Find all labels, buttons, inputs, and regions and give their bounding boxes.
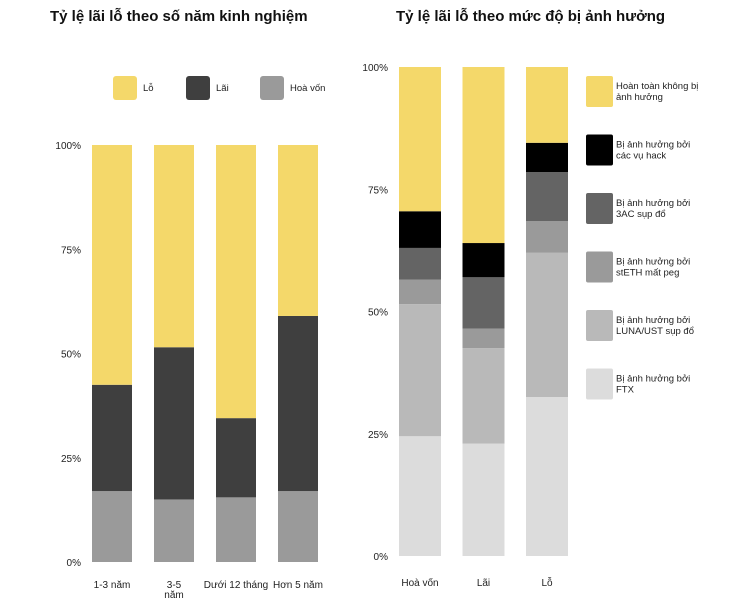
right-bar-segment — [399, 279, 441, 305]
left-bar-segment — [216, 418, 256, 498]
left-bar-segment — [278, 315, 318, 492]
right-legend-swatch — [586, 134, 613, 166]
right-bar-segment — [399, 247, 441, 280]
left-ytick-label: 50% — [61, 350, 81, 361]
right-legend-label: LUNA/UST sụp đổ — [616, 326, 694, 337]
right-category-label: Lãi — [477, 578, 490, 589]
right-legend-label: Bị ảnh hưởng bởi — [616, 140, 690, 151]
left-category-label: năm — [164, 590, 183, 601]
right-ytick-label: 0% — [374, 552, 389, 563]
left-ytick-label: 100% — [55, 141, 81, 152]
left-ytick-label: 75% — [61, 245, 81, 256]
right-legend-label: ảnh hưởng — [616, 92, 663, 103]
right-legend-label: các vụ hack — [616, 151, 666, 162]
right-legend-swatch — [586, 76, 613, 107]
right-legend-swatch — [586, 193, 613, 224]
right-bar-segment — [462, 348, 505, 444]
left-category-label: Dưới 12 tháng — [204, 580, 268, 591]
right-bar-segment — [462, 328, 505, 349]
right-legend-label: Hoàn toàn không bị — [616, 81, 698, 92]
right-ytick-label: 100% — [362, 63, 388, 74]
left-bar-segment — [278, 145, 318, 316]
right-legend-label: 3AC sụp đổ — [616, 209, 666, 220]
right-category-label: Hoà vốn — [401, 577, 438, 589]
right-legend-swatch — [586, 310, 613, 341]
left-bar-segment — [216, 497, 256, 562]
right-bar-segment — [526, 221, 568, 253]
left-bar-segment — [278, 491, 318, 562]
right-ytick-label: 25% — [368, 430, 388, 441]
left-legend-swatch — [260, 76, 284, 100]
left-bar-segment — [92, 384, 132, 492]
left-bar-segment — [154, 499, 194, 562]
left-legend-swatch — [113, 76, 137, 100]
right-bar-segment — [526, 252, 568, 398]
right-bar-segment — [526, 67, 568, 143]
right-bar-segment — [526, 397, 568, 556]
right-legend-swatch — [586, 251, 613, 283]
right-bar-segment — [399, 67, 441, 212]
right-bar-segment — [526, 142, 568, 173]
right-legend-label: Bị ảnh hưởng bởi — [616, 374, 690, 385]
left-category-label: Hơn 5 năm — [273, 580, 323, 591]
right-bar-segment — [399, 304, 441, 437]
right-bar-segment — [399, 436, 441, 556]
right-bar-segment — [462, 443, 505, 556]
left-legend-label: Lãi — [216, 83, 229, 94]
right-legend-label: Bị ảnh hưởng bởi — [616, 257, 690, 268]
right-legend-label: FTX — [616, 385, 635, 396]
left-legend-label: Lỗ — [143, 83, 154, 94]
left-bar-segment — [92, 145, 132, 385]
right-legend-label: Bị ảnh hưởng bởi — [616, 198, 690, 209]
left-legend-swatch — [186, 76, 210, 100]
right-ytick-label: 75% — [368, 185, 388, 196]
right-bar-segment — [399, 211, 441, 248]
left-category-label: 3-5 — [167, 580, 182, 591]
right-legend-label: Bị ảnh hưởng bởi — [616, 315, 690, 326]
right-category-label: Lỗ — [541, 576, 553, 589]
left-bar-segment — [216, 145, 256, 419]
right-legend-swatch — [586, 368, 613, 400]
right-bar-segment — [462, 243, 505, 278]
left-legend-label: Hoà vốn — [290, 83, 325, 94]
right-bar-segment — [462, 67, 505, 244]
left-ytick-label: 25% — [61, 454, 81, 465]
left-ytick-label: 0% — [67, 558, 82, 569]
right-bar-segment — [526, 172, 568, 222]
left-chart-title: Tỷ lệ lãi lỗ theo số năm kinh nghiệm — [50, 8, 308, 25]
left-bar-segment — [92, 491, 132, 562]
right-ytick-label: 50% — [368, 308, 388, 319]
left-category-label: 1-3 năm — [94, 580, 131, 591]
right-legend-label: stETH mất peg — [616, 268, 679, 279]
left-bar-segment — [154, 347, 194, 500]
left-bar-segment — [154, 145, 194, 348]
right-bar-segment — [462, 277, 505, 329]
right-chart-title: Tỷ lệ lãi lỗ theo mức độ bị ảnh hưởng — [396, 8, 666, 25]
